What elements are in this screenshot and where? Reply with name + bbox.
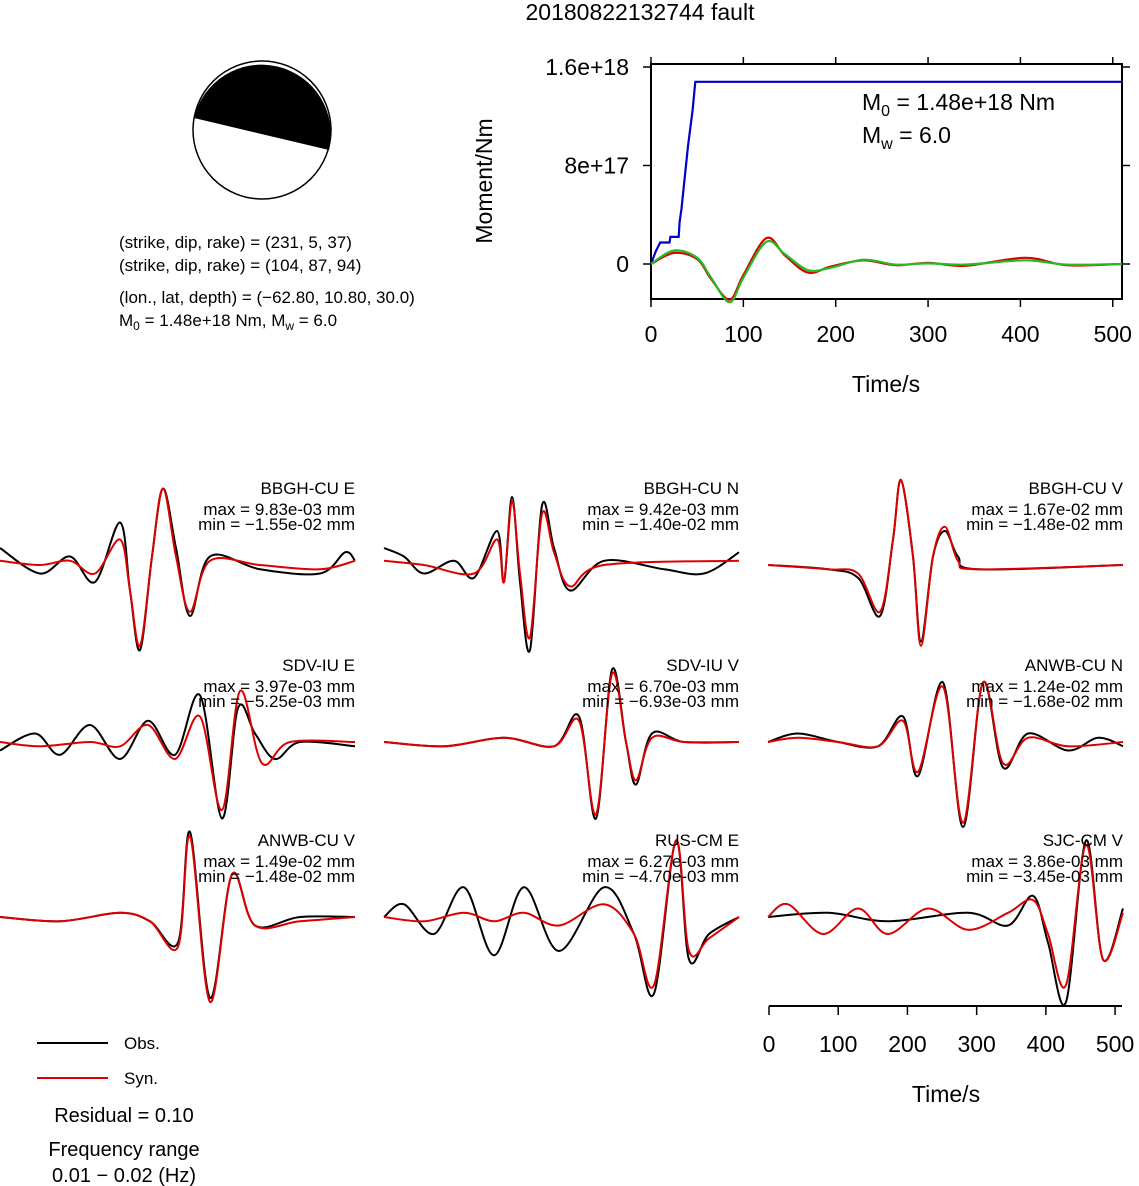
trace-max-label: max = 1.24e-02 mm [971,677,1123,696]
trace-min-label: min = −6.93e-03 mm [582,692,739,711]
trace-max-label: max = 3.97e-03 mm [203,677,355,696]
waveform-x-tick-label: 300 [957,1031,995,1057]
moment-m0-annotation: M0 = 1.48e+18 Nm [862,89,1055,120]
synthetic-trace [0,487,356,647]
frequency-range: 0.01 − 0.02 (Hz) [52,1165,196,1186]
station-label: BBGH-CU V [1029,479,1124,498]
trace-min-label: min = −5.25e-03 mm [198,692,355,711]
trace-min-label: min = −1.55e-02 mm [198,515,355,534]
trace-min-label: min = −1.40e-02 mm [582,515,739,534]
station-label: SDV-IU V [666,656,739,675]
station-label: ANWB-CU V [258,831,356,850]
moment-x-tick-label: 200 [817,321,855,347]
station-label: BBGH-CU E [261,479,355,498]
station-label: RUS-CM E [655,831,739,850]
moment-y-tick-label: 0 [616,251,629,277]
station-label: SJC-CM V [1043,831,1124,850]
trace-max-label: max = 6.27e-03 mm [587,852,739,871]
synthetic-trace [0,835,356,1004]
frequency-title: Frequency range [48,1139,199,1161]
moment-mw-annotation: Mw = 6.0 [862,122,951,153]
trace-max-label: max = 3.86e-03 mm [971,852,1123,871]
figure-title: 20180822132744 fault [526,0,756,25]
moment-series-line [650,239,1123,304]
trace-max-label: max = 6.70e-03 mm [587,677,739,696]
moment-x-axis-label: Time/s [852,371,920,397]
trace-max-label: max = 1.67e-02 mm [971,500,1123,519]
mechanism-location: (lon., lat, depth) = (−62.80, 10.80, 30.… [119,288,415,307]
mechanism-moment: M0 = 1.48e+18 Nm, Mw = 6.0 [119,311,337,333]
station-label: SDV-IU E [282,656,355,675]
trace-min-label: min = −1.48e-02 mm [198,867,355,886]
trace-max-label: max = 9.42e-03 mm [587,500,739,519]
synthetic-trace [383,671,740,816]
moment-x-tick-label: 500 [1094,321,1132,347]
mechanism-plane-1: (strike, dip, rake) = (231, 5, 37) [119,233,352,252]
trace-max-label: max = 1.49e-02 mm [203,852,355,871]
mechanism-plane-2: (strike, dip, rake) = (104, 87, 94) [119,256,361,275]
station-label: ANWB-CU N [1025,656,1123,675]
moment-x-tick-label: 400 [1001,321,1039,347]
synthetic-trace [383,839,740,989]
trace-min-label: min = −4.70e-03 mm [582,867,739,886]
trace-min-label: min = −1.48e-02 mm [966,515,1123,534]
waveform-x-tick-label: 500 [1096,1031,1134,1057]
moment-y-tick-label: 8e+17 [564,153,629,179]
moment-series-line [649,80,1122,265]
moment-y-axis-label: Moment/Nm [471,118,497,243]
moment-x-tick-label: 100 [724,321,762,347]
synthetic-trace [383,500,740,640]
synthetic-trace [767,478,1124,647]
moment-series-line [650,236,1123,301]
waveform-x-tick-label: 0 [763,1031,776,1057]
moment-plot-frame [650,63,1123,300]
waveform-x-axis-label: Time/s [912,1081,980,1107]
waveform-x-tick-label: 100 [819,1031,857,1057]
moment-y-tick-label: 1.6e+18 [545,54,629,80]
trace-min-label: min = −1.68e-02 mm [966,692,1123,711]
observed-trace [0,693,356,820]
synthetic-trace [767,680,1124,824]
synthetic-trace [767,843,1124,989]
waveform-time-axis: 0 100 200 300 400 500 Time/s [763,1005,1134,1107]
beachball [192,60,332,200]
residual-text: Residual = 0.10 [54,1105,194,1127]
legend-syn-label: Syn. [124,1069,158,1088]
legend: Obs. Syn. [37,1034,160,1088]
beachball-compressional-quadrant [194,64,331,150]
synthetic-trace [0,689,356,812]
waveform-x-tick-label: 200 [888,1031,926,1057]
legend-obs-label: Obs. [124,1034,160,1053]
trace-min-label: min = −3.45e-03 mm [966,867,1123,886]
trace-max-label: max = 9.83e-03 mm [203,500,355,519]
moment-x-tick-label: 300 [909,321,947,347]
station-label: BBGH-CU N [644,479,739,498]
moment-x-tick-label: 0 [645,321,658,347]
waveform-x-tick-label: 400 [1027,1031,1065,1057]
